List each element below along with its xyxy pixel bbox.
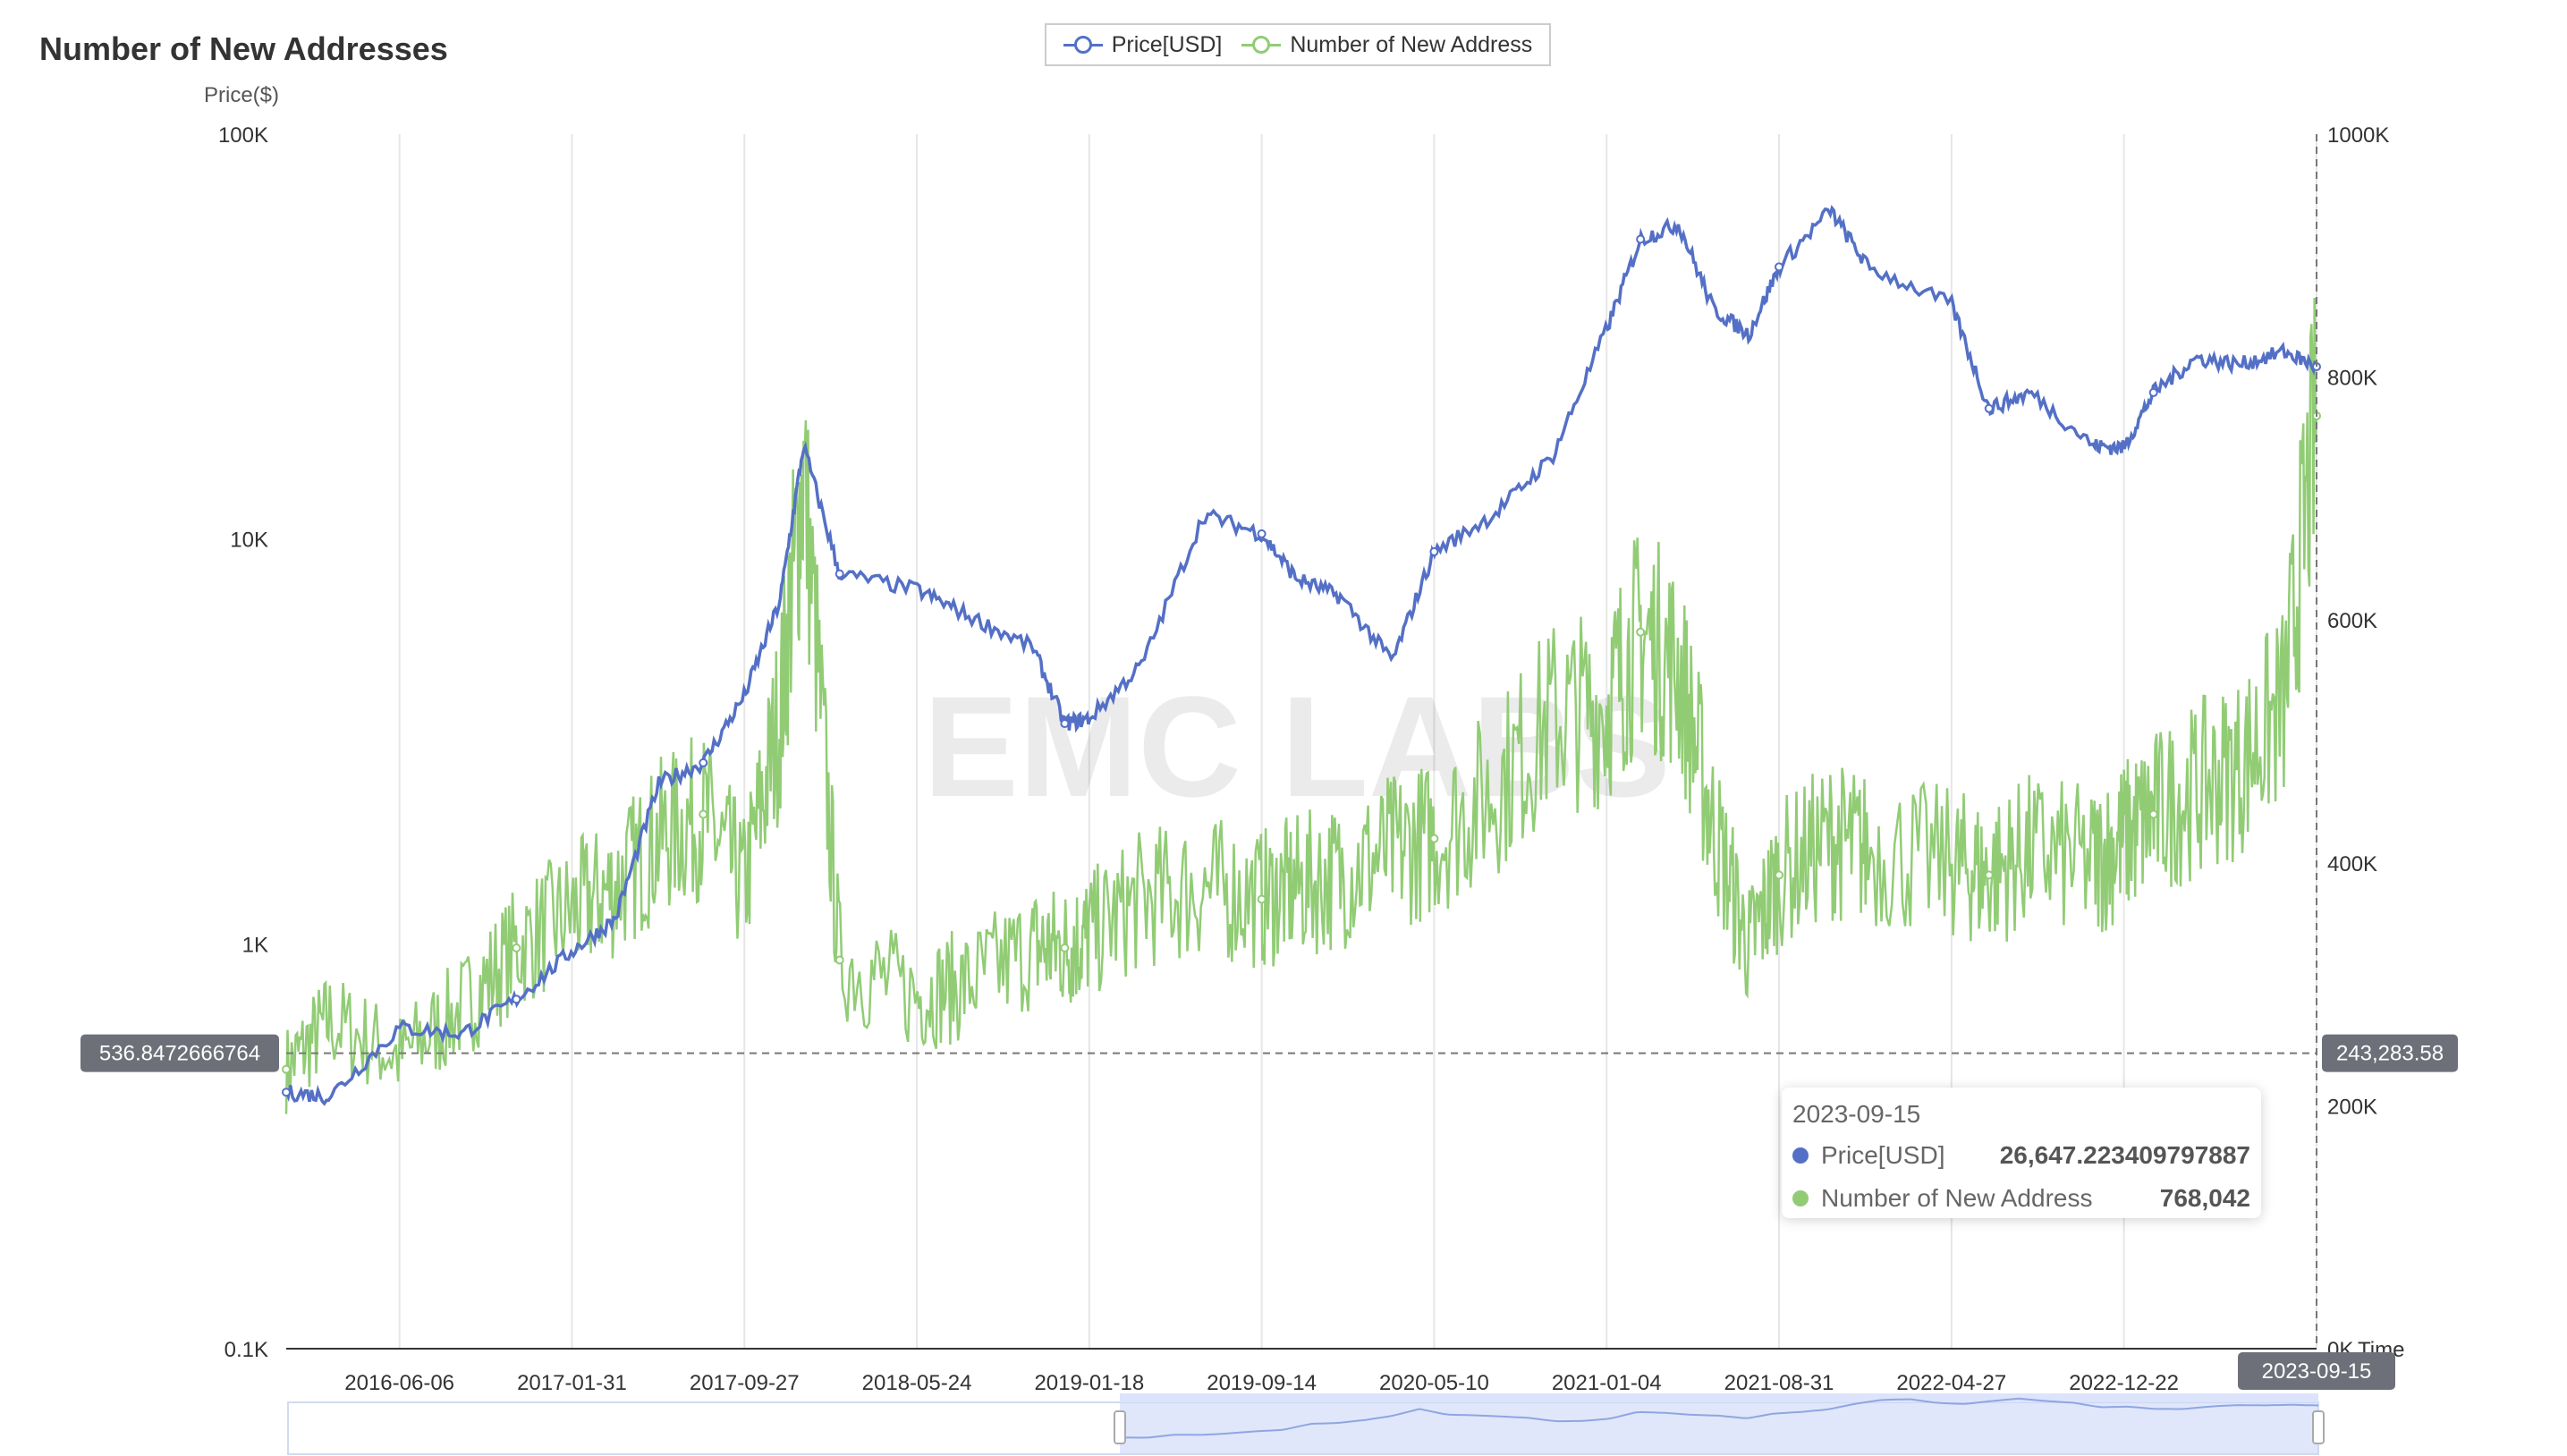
series-line-price: [284, 204, 2318, 1106]
data-zoom-slider[interactable]: [287, 1393, 2325, 1455]
x-tick-label: 2022-04-27: [1896, 1371, 2006, 1395]
data-point-new-address: [1060, 943, 1070, 952]
data-point-price: [1775, 262, 1784, 272]
grid-lines: [398, 134, 2317, 1349]
series-layer: [282, 204, 2321, 1114]
data-point-price: [1257, 529, 1267, 538]
y-right-tick-label: 400K: [2327, 852, 2377, 876]
legend: Price[USD] Number of New Address: [1045, 23, 1551, 66]
x-tick-label: 2016-06-06: [344, 1371, 454, 1395]
series-dot-icon: [1792, 1147, 1809, 1164]
crosshair-left-label: 536.8472666764: [99, 1042, 260, 1066]
zoom-overview-line: [1119, 1397, 2319, 1439]
data-point-price: [282, 1088, 291, 1097]
series-dot-icon: [1792, 1190, 1809, 1206]
legend-item-new-address[interactable]: Number of New Address: [1241, 32, 1532, 58]
series-line-new-address: [284, 297, 2318, 1114]
y-right-tick-label: 200K: [2327, 1095, 2377, 1119]
data-point-price: [2148, 387, 2158, 397]
y-left-tick-label: 10K: [230, 529, 268, 553]
y-left-tick-label: 0.1K: [225, 1338, 268, 1362]
legend-line-circle-icon: [1241, 33, 1282, 56]
data-point-new-address: [512, 943, 521, 952]
x-tick-label: 2017-01-31: [517, 1371, 627, 1395]
data-point-new-address: [1636, 627, 1646, 637]
x-tick-label: 2017-09-27: [690, 1371, 800, 1395]
crosshair: 536.8472666764 243,283.58 2023-09-15: [80, 134, 2458, 1390]
data-point-new-address: [699, 809, 708, 819]
x-tick-label: 2018-05-24: [862, 1371, 972, 1395]
data-point-new-address: [2148, 809, 2158, 819]
crosshair-right-label-bg: [2322, 1034, 2458, 1072]
legend-line-circle-icon: [1063, 33, 1103, 56]
data-point-new-address: [282, 1064, 291, 1074]
data-point-new-address: [1775, 870, 1784, 880]
legend-item-price[interactable]: Price[USD]: [1063, 31, 1223, 58]
data-point-new-address: [1257, 894, 1267, 904]
zoom-handle-left: [1114, 1410, 1126, 1444]
x-tick-label: 2022-12-22: [2069, 1371, 2179, 1395]
data-point-price: [1636, 234, 1646, 244]
crosshair-left-label-bg: [80, 1034, 279, 1072]
data-point-new-address: [834, 955, 844, 965]
x-tick-label: 2021-01-04: [1552, 1371, 1662, 1395]
crosshair-right-label: 243,283.58: [2336, 1042, 2444, 1066]
data-point-price: [1060, 719, 1070, 729]
tooltip: 2023-09-15 Price[USD] 26,647.22340979788…: [1782, 1088, 2261, 1218]
y-right-tick-label: 600K: [2327, 609, 2377, 633]
x-tick-label: 2021-08-31: [1724, 1371, 1834, 1395]
data-point-price: [699, 758, 708, 767]
data-point-new-address: [1984, 870, 1994, 880]
data-point-price: [1984, 403, 1994, 413]
crosshair-x-label: 2023-09-15: [2262, 1359, 2372, 1384]
zoom-top-bar: [1120, 1393, 2318, 1402]
tooltip-date: 2023-09-15: [1792, 1100, 1921, 1128]
axes: 2016-06-06 2017-01-31 2017-09-27 2018-05-24…: [204, 83, 2404, 1395]
legend-label-price: Price[USD]: [1111, 31, 1223, 57]
y-left-axis-label: Price($): [204, 83, 279, 107]
y-left-tick-label: 1K: [242, 933, 268, 957]
tooltip-row-price: Price[USD] 26,647.223409797887: [1792, 1134, 2250, 1177]
zoom-handle-right: [2312, 1410, 2325, 1444]
y-right-tick-label: 800K: [2327, 367, 2377, 391]
legend-label-new-address: Number of New Address: [1290, 31, 1533, 57]
x-tick-label: 2020-05-10: [1379, 1371, 1489, 1395]
data-point-price: [834, 569, 844, 579]
data-point-price: [512, 995, 521, 1004]
y-right-tick-label: 1000K: [2327, 123, 2389, 148]
tooltip-row-new-address: Number of New Address 768,042: [1792, 1177, 2250, 1220]
crosshair-x-label-bg: [2238, 1352, 2395, 1390]
y-left-tick-label: 100K: [218, 123, 268, 148]
zoom-selected-range: [1120, 1402, 2318, 1454]
tooltip-series-value: 26,647.223409797887: [1999, 1141, 2250, 1169]
tooltip-series-name: Number of New Address: [1821, 1184, 2093, 1212]
chart-title: Number of New Addresses: [39, 30, 448, 67]
tooltip-series-value: 768,042: [2159, 1184, 2250, 1212]
data-point-price: [1429, 546, 1439, 556]
x-tick-label: 2019-01-18: [1034, 1371, 1144, 1395]
data-point-new-address: [1429, 834, 1439, 843]
tooltip-series-name: Price[USD]: [1821, 1141, 1945, 1169]
x-tick-label: 2019-09-14: [1207, 1371, 1317, 1395]
